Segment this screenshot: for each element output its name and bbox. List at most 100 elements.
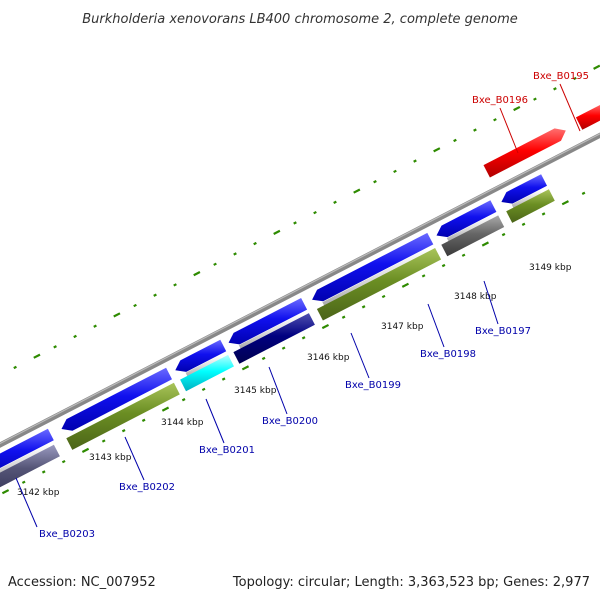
cds-reverse-3	[228, 298, 308, 345]
track-dot	[41, 470, 46, 474]
track-dot	[353, 188, 361, 194]
track-dot	[221, 377, 226, 381]
feature-layer	[0, 104, 600, 488]
gene-leader-line	[268, 366, 288, 415]
track-dot	[513, 105, 521, 112]
track-dot	[201, 387, 206, 392]
backbone-layer	[0, 132, 600, 448]
track-dot	[121, 429, 126, 433]
cog-feature-6	[506, 189, 555, 223]
gene-leader-line	[427, 303, 445, 348]
gene-label-bxe-b0203: Bxe_B0203	[39, 529, 95, 540]
track-dot	[133, 303, 137, 308]
cds-separator-0	[0, 444, 49, 474]
track-dot	[521, 222, 526, 226]
track-dot	[593, 64, 600, 70]
track-dot	[273, 229, 281, 235]
tick-marks-layer	[1, 64, 600, 495]
gene-label-bxe-b0198: Bxe_B0198	[420, 349, 476, 360]
gene-label-bxe-b0202: Bxe_B0202	[119, 482, 175, 493]
cds-reverse-2	[175, 339, 227, 372]
track-dot	[373, 180, 377, 184]
cog-feature-0	[0, 444, 60, 488]
track-dot	[361, 305, 366, 309]
cds-reverse-0	[0, 428, 54, 469]
track-dot	[193, 271, 201, 277]
backbone-highlight	[0, 133, 600, 445]
track-dot	[253, 241, 257, 246]
cog-feature-1	[66, 382, 180, 450]
track-dot	[93, 324, 97, 328]
track-dot	[61, 459, 66, 464]
track-dot	[153, 293, 157, 297]
accession-text: Accession: NC_007952	[8, 575, 156, 590]
track-dot	[21, 480, 26, 484]
track-dot	[113, 312, 121, 318]
tick-label: 3144 kbp	[161, 418, 204, 428]
tick-label: 3148 kbp	[454, 292, 497, 302]
track-dot	[53, 345, 57, 349]
track-dot	[381, 294, 386, 299]
track-dot	[213, 262, 217, 266]
genome-summary-text: Topology: circular; Length: 3,363,523 bp…	[232, 575, 590, 590]
track-dot	[341, 315, 346, 319]
gene-label-bxe-b0195: Bxe_B0195	[533, 71, 589, 82]
track-dot	[553, 87, 557, 91]
gene-label-bxe-b0196: Bxe_B0196	[472, 95, 528, 106]
gene-label-bxe-b0197: Bxe_B0197	[475, 326, 531, 337]
cds-separator-1	[185, 355, 222, 377]
track-dot	[561, 200, 569, 206]
track-dot	[413, 159, 417, 163]
gene-leader-line	[15, 477, 38, 528]
cds-reverse-6	[501, 174, 547, 204]
track-dot	[141, 418, 146, 423]
backbone-circle	[0, 132, 600, 448]
track-dot	[1, 489, 10, 495]
track-dot	[173, 283, 177, 287]
track-dot	[473, 128, 477, 132]
track-dot	[301, 336, 306, 340]
track-dot	[293, 221, 297, 225]
cds-forward-bxe-b0196	[483, 128, 566, 178]
track-dot	[581, 191, 586, 195]
track-dot	[461, 253, 466, 257]
track-dot	[33, 353, 41, 359]
tick-label: 3142 kbp	[17, 488, 60, 498]
gene-leader-line	[483, 280, 499, 325]
cds-reverse-4	[312, 232, 434, 302]
cog-feature-3	[233, 313, 315, 364]
gene-label-bxe-b0201: Bxe_B0201	[199, 445, 255, 456]
gene-leader-line	[350, 332, 370, 379]
cog-feature-2	[180, 354, 234, 392]
gene-leader-line	[559, 83, 581, 132]
track-dot	[241, 365, 250, 371]
cds-separator-4	[446, 216, 492, 242]
track-dot	[441, 263, 446, 268]
gene-leader-line	[124, 436, 145, 481]
track-dot	[261, 356, 266, 361]
track-dot	[501, 232, 506, 237]
track-dot	[401, 282, 410, 288]
track-dot	[281, 346, 286, 350]
cds-separator-2	[238, 313, 302, 349]
track-dot	[433, 147, 441, 153]
track-dot	[453, 138, 457, 143]
track-dot	[333, 200, 337, 204]
track-dot	[13, 365, 17, 370]
track-dot	[541, 212, 546, 216]
track-dot	[321, 323, 330, 330]
map-title: Burkholderia xenovorans LB400 chromosome…	[82, 12, 518, 27]
cds-forward-bxe-b0195	[575, 104, 600, 130]
tick-label: 3143 kbp	[89, 453, 132, 463]
track-dot	[161, 406, 170, 412]
gene-label-bxe-b0200: Bxe_B0200	[262, 416, 318, 427]
tick-label: 3149 kbp	[529, 263, 572, 273]
track-dot	[573, 76, 577, 81]
track-dot	[101, 439, 106, 443]
gene-label-bxe-b0199: Bxe_B0199	[345, 380, 401, 391]
tick-label: 3147 kbp	[381, 322, 424, 332]
cog-feature-5	[441, 215, 505, 257]
cds-separator-3	[322, 248, 429, 306]
track-dot	[493, 118, 497, 122]
